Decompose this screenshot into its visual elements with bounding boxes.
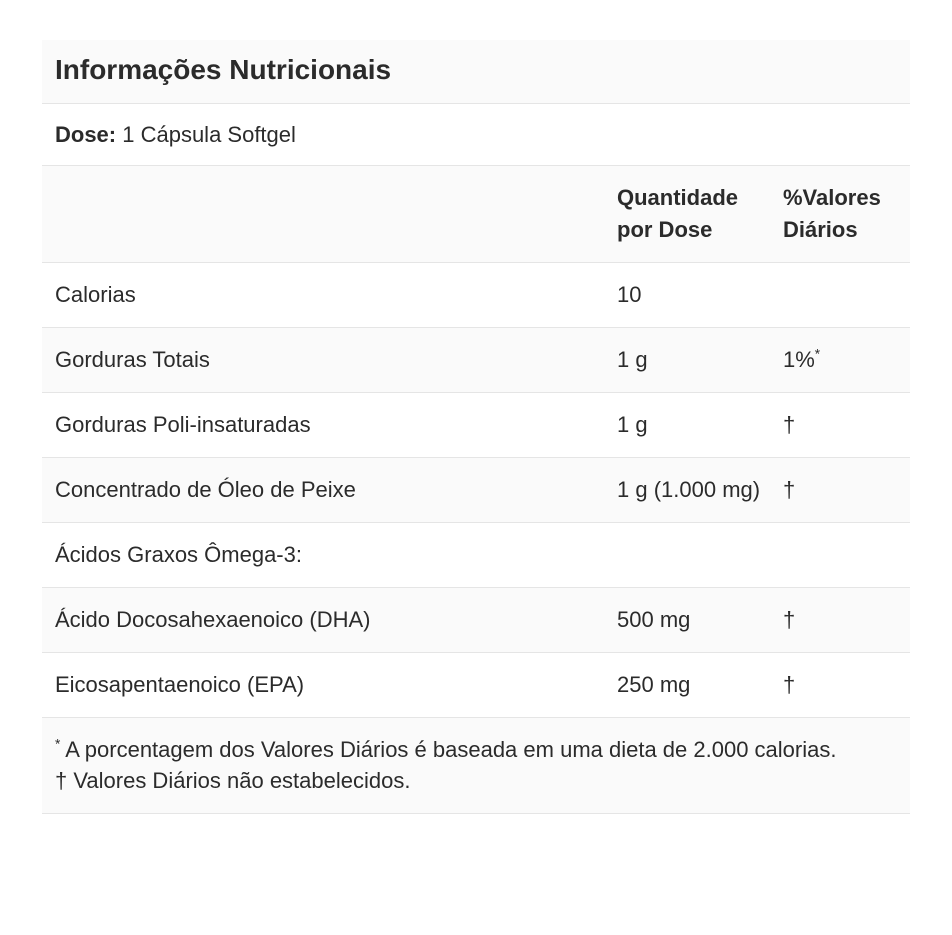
nutrient-name: Ácidos Graxos Ômega-3: xyxy=(55,541,302,567)
nutrient-amount: 500 mg xyxy=(617,606,691,632)
nutrient-amount: 10 xyxy=(617,282,642,308)
nutrient-name: Gorduras Poli-insaturadas xyxy=(55,412,311,438)
nutrient-name: Eicosapentaenoico (EPA) xyxy=(55,671,305,697)
nutrient-daily-value: † xyxy=(783,412,796,438)
table-row: Gorduras Totais 1 g 1%* xyxy=(42,328,910,394)
nutrient-amount: 1 g xyxy=(617,412,648,438)
footnote-marker: * xyxy=(55,736,61,752)
nutrient-amount: 250 mg xyxy=(617,671,691,697)
daily-value-footnote-marker: * xyxy=(814,346,821,362)
table-row: Concentrado de Óleo de Peixe 1 g (1.000 m… xyxy=(42,457,910,523)
serving-size-value: 1 Cápsula Softgel xyxy=(116,121,296,147)
column-header-row: Quantidade por Dose %Valores Diários xyxy=(42,166,910,264)
table-row: Calorias 10 xyxy=(42,263,910,329)
footnote: * A porcentagem dos Valores Diários é ba… xyxy=(55,736,837,762)
nutrient-daily-value: † xyxy=(783,671,796,697)
column-header-daily-value: %Valores Diários xyxy=(783,185,881,243)
footnote-marker: † xyxy=(55,768,68,794)
table-row: Eicosapentaenoico (EPA) 250 mg † xyxy=(42,653,910,718)
nutrient-daily-value: 1%* xyxy=(783,346,821,373)
serving-size-label: Dose: xyxy=(55,121,117,147)
nutrient-daily-value: † xyxy=(783,476,796,502)
section-row: Ácidos Graxos Ômega-3: xyxy=(42,523,910,588)
nutrient-daily-value xyxy=(770,263,910,327)
table-row: Ácido Docosahexaenoico (DHA) 500 mg † xyxy=(42,587,910,653)
nutrient-amount: 1 g (1.000 mg) xyxy=(617,476,761,502)
nutrient-name: Gorduras Totais xyxy=(55,347,210,373)
table-body: Calorias 10 Gorduras Totais 1 g 1%* Gorduras … xyxy=(42,263,910,718)
column-header-amount: Quantidade por Dose xyxy=(617,185,739,243)
nutrient-name: Concentrado de Óleo de Peixe xyxy=(55,476,356,502)
footnotes-row: * A porcentagem dos Valores Diários é ba… xyxy=(42,717,910,815)
serving-size-row: Dose: 1 Cápsula Softgel xyxy=(42,104,910,167)
nutrient-daily-value: † xyxy=(783,606,796,632)
table-row: Gorduras Poli-insaturadas 1 g † xyxy=(42,393,910,458)
footnote: † Valores Diários não estabelecidos. xyxy=(55,768,411,794)
nutrient-name: Ácido Docosahexaenoico (DHA) xyxy=(55,606,371,632)
column-header-name xyxy=(42,166,604,262)
nutrition-facts-table: Informações Nutricionais Dose: 1 Cápsula… xyxy=(42,40,910,815)
nutrient-name: Calorias xyxy=(55,282,136,308)
table-title-row: Informações Nutricionais xyxy=(42,40,910,104)
nutrient-amount: 1 g xyxy=(617,347,648,373)
page-title: Informações Nutricionais xyxy=(55,54,392,85)
